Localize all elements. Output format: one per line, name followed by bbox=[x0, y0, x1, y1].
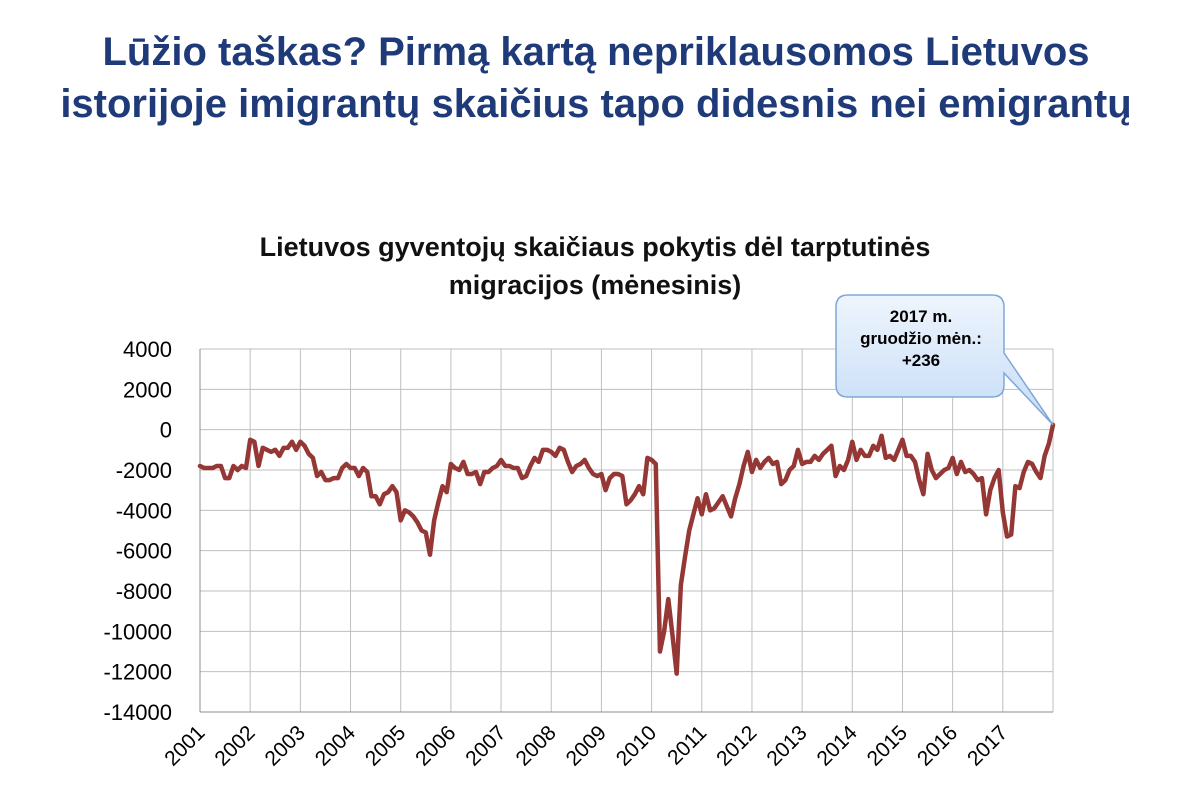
callout-bubble bbox=[835, 294, 1054, 426]
callout-label: 2017 m. gruodžio mėn.: +236 bbox=[838, 306, 1004, 372]
y-tick-label: -6000 bbox=[116, 539, 172, 564]
chart-series bbox=[197, 422, 1056, 676]
y-tick-label: -12000 bbox=[103, 660, 172, 685]
headline-line-1: Lūžio taškas? Pirmą kartą nepriklausomos… bbox=[102, 30, 1090, 74]
x-tick-label: 2015 bbox=[863, 721, 912, 770]
y-tick-label: 2000 bbox=[123, 377, 172, 402]
headline-line-2: istorijoje imigrantų skaičius tapo dides… bbox=[60, 82, 1132, 126]
x-tick-label: 2010 bbox=[612, 721, 661, 770]
y-tick-label: 0 bbox=[160, 418, 172, 443]
series-line bbox=[197, 422, 1056, 676]
x-tick-label: 2009 bbox=[562, 721, 611, 770]
headline: Lūžio taškas? Pirmą kartą nepriklausomos… bbox=[0, 26, 1192, 130]
x-tick-label: 2016 bbox=[913, 721, 962, 770]
y-tick-label: -14000 bbox=[103, 700, 172, 725]
y-tick-label: 4000 bbox=[123, 337, 172, 362]
x-tick-label: 2011 bbox=[663, 721, 711, 769]
x-tick-label: 2002 bbox=[210, 721, 259, 770]
chart-callout bbox=[835, 294, 1054, 426]
y-tick-label: -10000 bbox=[103, 619, 172, 644]
x-tick-label: 2013 bbox=[762, 721, 811, 770]
x-tick-label: 2012 bbox=[712, 721, 761, 770]
x-tick-label: 2004 bbox=[311, 721, 361, 771]
x-tick-label: 2006 bbox=[411, 721, 460, 770]
x-tick-label: 2001 bbox=[160, 721, 209, 770]
y-tick-label: -4000 bbox=[116, 498, 172, 523]
callout-line-2: gruodžio mėn.: bbox=[860, 329, 982, 348]
chart-title-line-1: Lietuvos gyventojų skaičiaus pokytis dėl… bbox=[259, 232, 931, 262]
callout-line-1: 2017 m. bbox=[889, 307, 953, 326]
x-tick-label: 2014 bbox=[813, 721, 863, 771]
x-tick-label: 2008 bbox=[511, 721, 560, 770]
chart-gridlines bbox=[199, 348, 1054, 713]
chart-title: Lietuvos gyventojų skaičiaus pokytis dėl… bbox=[200, 228, 990, 304]
x-tick-label: 2017 bbox=[963, 721, 1012, 770]
y-tick-label: -2000 bbox=[116, 458, 172, 483]
y-tick-label: -8000 bbox=[116, 579, 172, 604]
x-tick-label: 2003 bbox=[261, 721, 310, 770]
chart-axes: 4000 2000 0 -2000 -4000 -6000 -8000 -10000 -1200… bbox=[103, 337, 1053, 771]
x-tick-label: 2007 bbox=[461, 721, 510, 770]
x-tick-label: 2005 bbox=[361, 721, 410, 770]
callout-line-3: +236 bbox=[901, 351, 941, 370]
chart-title-line-2: migracijos (mėnesinis) bbox=[448, 270, 742, 300]
